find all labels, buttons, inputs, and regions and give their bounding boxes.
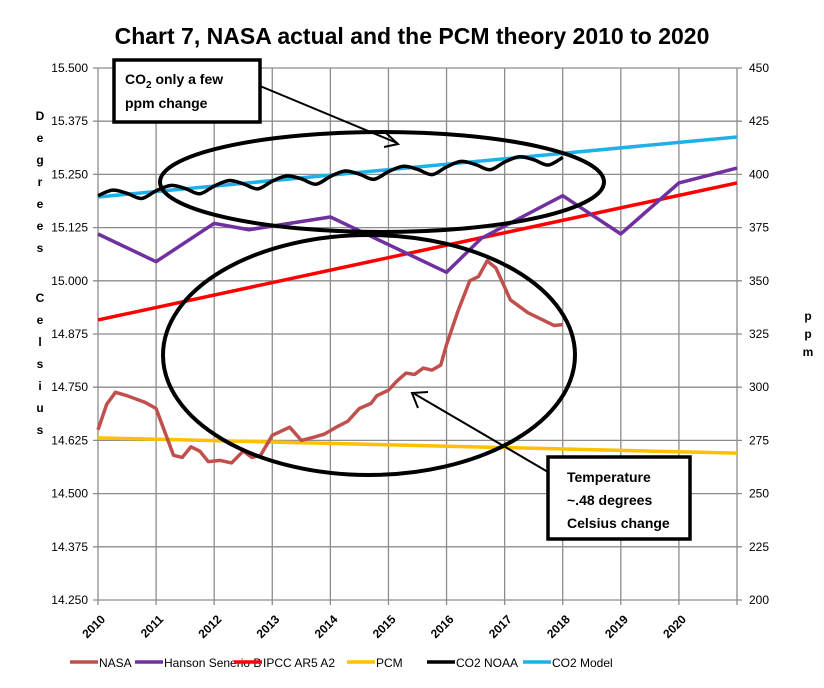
temperature-arrow bbox=[412, 392, 549, 473]
x-tick-label: 2010 bbox=[79, 612, 108, 641]
temperature-ellipse bbox=[161, 233, 577, 477]
y2-tick-label: 250 bbox=[749, 487, 769, 501]
y-axis-letter: l bbox=[38, 335, 41, 349]
y2-tick-label: 225 bbox=[749, 540, 769, 554]
y-axis-letter: e bbox=[37, 197, 44, 211]
y-axis-letter: e bbox=[37, 131, 44, 145]
x-tick-label: 2014 bbox=[312, 612, 341, 641]
y-axis-letter: s bbox=[37, 357, 44, 371]
temperature-annotation-line1: Temperature bbox=[567, 469, 651, 485]
y-tick-label: 15.375 bbox=[51, 114, 88, 128]
y-axis-letter: i bbox=[38, 379, 41, 393]
y-axis-letter: u bbox=[36, 401, 43, 415]
y-tick-label: 14.500 bbox=[51, 487, 88, 501]
legend: NASA Hanson Senerio B IPCC AR5 A2 PCM CO2 NO… bbox=[70, 656, 613, 670]
y-tick-label: 14.875 bbox=[51, 327, 88, 341]
x-tick-label: 2012 bbox=[196, 612, 225, 641]
legend-label: NASA bbox=[99, 656, 132, 670]
x-tick-label: 2019 bbox=[602, 612, 631, 641]
series-line-co2-model bbox=[97, 135, 738, 199]
y2-tick-label: 275 bbox=[749, 433, 769, 447]
series-line-ipcc-ar5-a2 bbox=[97, 181, 738, 322]
y-axis-letter: r bbox=[38, 175, 43, 189]
series-line-co2-noaa bbox=[97, 154, 564, 201]
y2-tick-label: 425 bbox=[749, 114, 769, 128]
x-tick-label: 2011 bbox=[138, 612, 167, 641]
legend-label: CO2 NOAA bbox=[456, 656, 518, 670]
x-tick-label: 2020 bbox=[660, 612, 689, 641]
y-axis-letter: D bbox=[36, 109, 45, 123]
y-tick-label: 15.250 bbox=[51, 167, 88, 181]
y-axis-letter: s bbox=[37, 423, 44, 437]
temperature-annotation-box bbox=[546, 455, 692, 541]
legend-label: PCM bbox=[376, 656, 403, 670]
y-axis-letter: C bbox=[36, 291, 45, 305]
y-tick-label: 14.375 bbox=[51, 540, 88, 554]
series-line-nasa bbox=[96, 259, 563, 465]
temperature-annotation-line2: ~.48 degrees bbox=[567, 492, 652, 508]
legend-label: Hanson Senerio B bbox=[164, 656, 261, 670]
co2-annotation-line1: CO2 only a few bbox=[125, 71, 223, 91]
y-tick-label: 14.250 bbox=[51, 593, 88, 607]
y-axis-letter: e bbox=[37, 313, 44, 327]
y2-tick-label: 375 bbox=[749, 221, 769, 235]
y2-tick-label: 400 bbox=[749, 167, 769, 181]
y2-axis-letter: m bbox=[803, 345, 814, 359]
x-tick-label: 2016 bbox=[428, 612, 457, 641]
y2-axis-letter: p bbox=[804, 327, 811, 341]
y2-axis-letter: p bbox=[804, 309, 811, 323]
y-axis-letter: s bbox=[37, 241, 44, 255]
co2-annotation-box bbox=[112, 58, 262, 124]
x-tick-label: 2017 bbox=[486, 612, 515, 641]
y-tick-label: 15.000 bbox=[51, 274, 88, 288]
co2-arrow bbox=[259, 85, 398, 144]
y-tick-label: 14.625 bbox=[51, 433, 88, 447]
y-tick-label: 15.125 bbox=[51, 221, 88, 235]
series-line-pcm bbox=[97, 436, 738, 455]
y2-axis-label: ppm bbox=[803, 309, 814, 359]
temperature-annotation-line3: Celsius change bbox=[567, 515, 670, 531]
y2-tick-label: 450 bbox=[749, 61, 769, 75]
co2-annotation-line2: ppm change bbox=[125, 95, 208, 111]
x-tick-label: 2013 bbox=[254, 612, 283, 641]
temperature-arrowhead bbox=[410, 391, 429, 409]
legend-label: IPCC AR5 A2 bbox=[263, 656, 335, 670]
tick-labels: 15.500 450 15.375 425 15.250 400 15.125 375 15.0… bbox=[51, 61, 769, 641]
x-tick-label: 2015 bbox=[370, 612, 399, 641]
series-lines bbox=[96, 135, 738, 465]
annotations: CO2 only a few ppm change Temperature ~.… bbox=[112, 58, 692, 541]
co2-ellipse bbox=[158, 130, 606, 234]
co2-arrowhead bbox=[383, 132, 401, 148]
y-tick-label: 14.750 bbox=[51, 380, 88, 394]
legend-label: CO2 Model bbox=[552, 656, 613, 670]
y-axis-letter: e bbox=[37, 219, 44, 233]
gridlines bbox=[93, 67, 742, 605]
y2-tick-label: 325 bbox=[749, 327, 769, 341]
y2-tick-label: 200 bbox=[749, 593, 769, 607]
y2-tick-label: 350 bbox=[749, 274, 769, 288]
y-tick-label: 15.500 bbox=[51, 61, 88, 75]
y2-tick-label: 300 bbox=[749, 380, 769, 394]
x-tick-label: 2018 bbox=[544, 612, 573, 641]
y-axis-letter: g bbox=[36, 153, 43, 167]
series-line-hanson-senerio-b bbox=[97, 166, 738, 275]
chart-title: Chart 7, NASA actual and the PCM theory … bbox=[115, 23, 710, 49]
